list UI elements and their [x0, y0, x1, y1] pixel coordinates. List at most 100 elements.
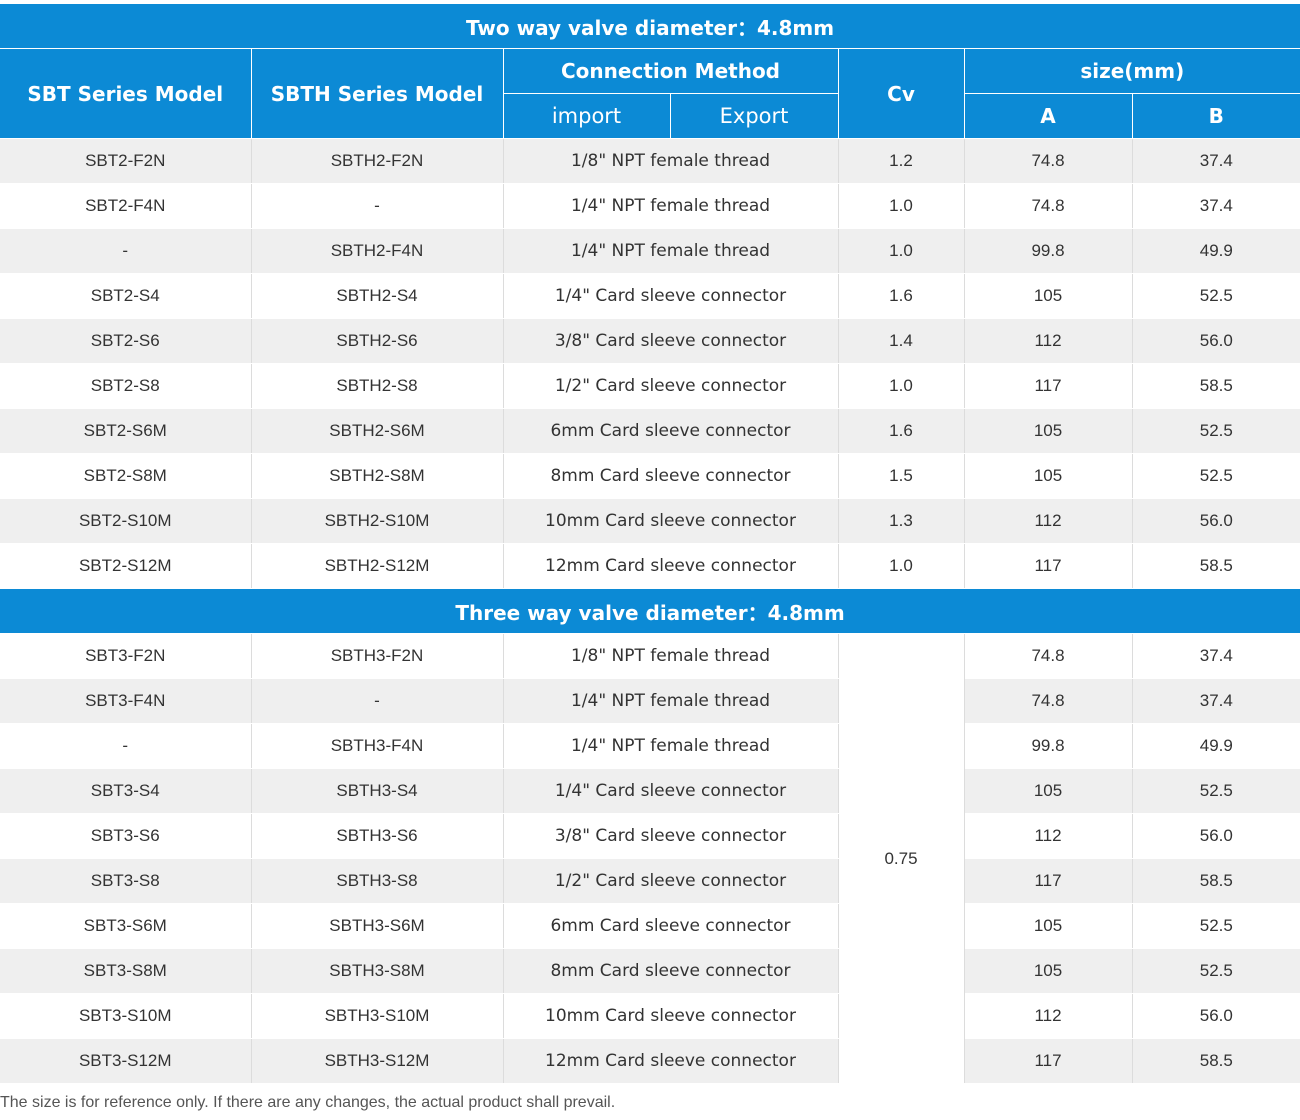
cell-size-a: 117 — [964, 363, 1133, 409]
table-row: SBT3-S6M SBTH3-S6M 6mm Card sleeve conne… — [0, 903, 1300, 949]
header-size: size(mm) — [963, 48, 1300, 94]
cell-size-a: 112 — [964, 813, 1133, 859]
cell-size-b: 58.5 — [1132, 858, 1300, 904]
cell-size-b: 56.0 — [1132, 813, 1300, 859]
table-row: SBT2-F4N - 1/4" NPT female thread 1.0 74… — [0, 183, 1300, 229]
table-row: - SBTH2-F4N 1/4" NPT female thread 1.0 9… — [0, 228, 1300, 274]
cell-connection: 8mm Card sleeve connector — [503, 948, 839, 994]
cell-connection: 1/4" NPT female thread — [503, 678, 839, 724]
table-row: - SBTH3-F4N 1/4" NPT female thread 99.8 … — [0, 723, 1300, 769]
cell-sbth-model: SBTH3-S4 — [251, 768, 504, 814]
cell-connection: 6mm Card sleeve connector — [503, 903, 839, 949]
cell-size-a: 105 — [964, 273, 1133, 319]
cell-sbth-model: SBTH2-S6M — [251, 408, 504, 454]
cell-size-b: 52.5 — [1132, 948, 1300, 994]
table-row: SBT2-S4 SBTH2-S4 1/4" Card sleeve connec… — [0, 273, 1300, 319]
cell-size-a: 112 — [964, 498, 1133, 544]
header-row-2: import Export A B — [0, 93, 1300, 139]
cell-size-a: 105 — [964, 453, 1133, 499]
header-sbth-model: SBTH Series Model — [250, 48, 504, 139]
cell-size-a: 74.8 — [964, 183, 1133, 229]
table-row: SBT3-S8 SBTH3-S8 1/2" Card sleeve connec… — [0, 858, 1300, 904]
cell-size-a: 105 — [964, 768, 1133, 814]
cell-cv-merged: 0.75 — [838, 633, 965, 1084]
cell-size-a: 105 — [964, 903, 1133, 949]
cell-cv: 1.0 — [838, 363, 965, 409]
cell-sbt-model: SBT2-S12M — [0, 543, 252, 589]
cell-sbt-model: SBT3-S12M — [0, 1038, 252, 1084]
table-row: SBT3-S10M SBTH3-S10M 10mm Card sleeve co… — [0, 993, 1300, 1039]
cell-size-b: 37.4 — [1132, 678, 1300, 724]
table-row: SBT3-S4 SBTH3-S4 1/4" Card sleeve connec… — [0, 768, 1300, 814]
cell-connection: 1/2" Card sleeve connector — [503, 858, 839, 904]
cell-sbth-model: SBTH3-S12M — [251, 1038, 504, 1084]
cell-cv: 1.5 — [838, 453, 965, 499]
cell-size-a: 74.8 — [964, 633, 1133, 679]
cell-cv: 1.4 — [838, 318, 965, 364]
cell-sbt-model: SBT3-F2N — [0, 633, 252, 679]
cell-sbth-model: SBTH2-S6 — [251, 318, 504, 364]
cell-sbt-model: SBT2-S4 — [0, 273, 252, 319]
cell-sbt-model: SBT3-S6 — [0, 813, 252, 859]
cell-size-a: 117 — [964, 858, 1133, 904]
table-row: SBT2-S6M SBTH2-S6M 6mm Card sleeve conne… — [0, 408, 1300, 454]
header-cv: Cv — [837, 48, 965, 139]
cell-size-b: 52.5 — [1132, 903, 1300, 949]
header-size-b: B — [1131, 93, 1300, 139]
cell-sbth-model: SBTH2-S10M — [251, 498, 504, 544]
cell-sbt-model: SBT3-F4N — [0, 678, 252, 724]
cell-sbth-model: - — [251, 183, 504, 229]
cell-size-b: 56.0 — [1132, 993, 1300, 1039]
cell-cv: 1.6 — [838, 408, 965, 454]
cell-connection: 8mm Card sleeve connector — [503, 453, 839, 499]
cell-sbt-model: SBT2-F2N — [0, 138, 252, 184]
cell-size-a: 74.8 — [964, 678, 1133, 724]
cell-size-b: 52.5 — [1132, 273, 1300, 319]
cell-sbth-model: SBTH2-S8 — [251, 363, 504, 409]
cell-size-a: 105 — [964, 948, 1133, 994]
table-row: SBT3-S12M SBTH3-S12M 12mm Card sleeve co… — [0, 1038, 1300, 1084]
header-size-a: A — [963, 93, 1133, 139]
cell-sbth-model: SBTH3-S8M — [251, 948, 504, 994]
cell-sbt-model: SBT3-S8 — [0, 858, 252, 904]
cell-connection: 1/4" NPT female thread — [503, 183, 839, 229]
cell-sbt-model: SBT3-S8M — [0, 948, 252, 994]
cell-size-b: 52.5 — [1132, 408, 1300, 454]
cell-sbt-model: - — [0, 228, 252, 274]
cell-sbth-model: SBTH3-F2N — [251, 633, 504, 679]
cell-cv: 1.0 — [838, 183, 965, 229]
three-way-title: Three way valve diameter：4.8mm — [0, 588, 1300, 634]
cell-connection: 6mm Card sleeve connector — [503, 408, 839, 454]
cell-sbt-model: SBT2-S8 — [0, 363, 252, 409]
cell-sbth-model: SBTH3-F4N — [251, 723, 504, 769]
cell-sbt-model: SBT3-S4 — [0, 768, 252, 814]
cell-cv: 1.2 — [838, 138, 965, 184]
cell-connection: 3/8" Card sleeve connector — [503, 318, 839, 364]
cell-connection: 3/8" Card sleeve connector — [503, 813, 839, 859]
table-row: SBT3-F4N - 1/4" NPT female thread 74.8 3… — [0, 678, 1300, 724]
table-row: SBT3-S6 SBTH3-S6 3/8" Card sleeve connec… — [0, 813, 1300, 859]
header-import: import — [503, 93, 671, 139]
table-row: SBT2-F2N SBTH2-F2N 1/8" NPT female threa… — [0, 138, 1300, 184]
two-way-title: Two way valve diameter：4.8mm — [0, 4, 1300, 49]
cell-size-b: 56.0 — [1132, 318, 1300, 364]
cell-cv: 1.0 — [838, 228, 965, 274]
table-row: SBT2-S8 SBTH2-S8 1/2" Card sleeve connec… — [0, 363, 1300, 409]
cell-size-a: 117 — [964, 1038, 1133, 1084]
cell-size-b: 52.5 — [1132, 453, 1300, 499]
cell-sbth-model: SBTH2-F2N — [251, 138, 504, 184]
cell-size-a: 99.8 — [964, 723, 1133, 769]
cell-size-b: 56.0 — [1132, 498, 1300, 544]
cell-connection: 12mm Card sleeve connector — [503, 1038, 839, 1084]
cell-sbth-model: SBTH2-S4 — [251, 273, 504, 319]
cell-sbth-model: SBTH2-S12M — [251, 543, 504, 589]
header-export: Export — [669, 93, 839, 139]
cell-size-a: 105 — [964, 408, 1133, 454]
cell-connection: 10mm Card sleeve connector — [503, 498, 839, 544]
table-row: SBT2-S10M SBTH2-S10M 10mm Card sleeve co… — [0, 498, 1300, 544]
cell-size-b: 37.4 — [1132, 633, 1300, 679]
cell-connection: 1/4" NPT female thread — [503, 228, 839, 274]
cell-sbt-model: SBT3-S10M — [0, 993, 252, 1039]
cell-connection: 1/4" NPT female thread — [503, 723, 839, 769]
cell-sbth-model: SBTH3-S8 — [251, 858, 504, 904]
